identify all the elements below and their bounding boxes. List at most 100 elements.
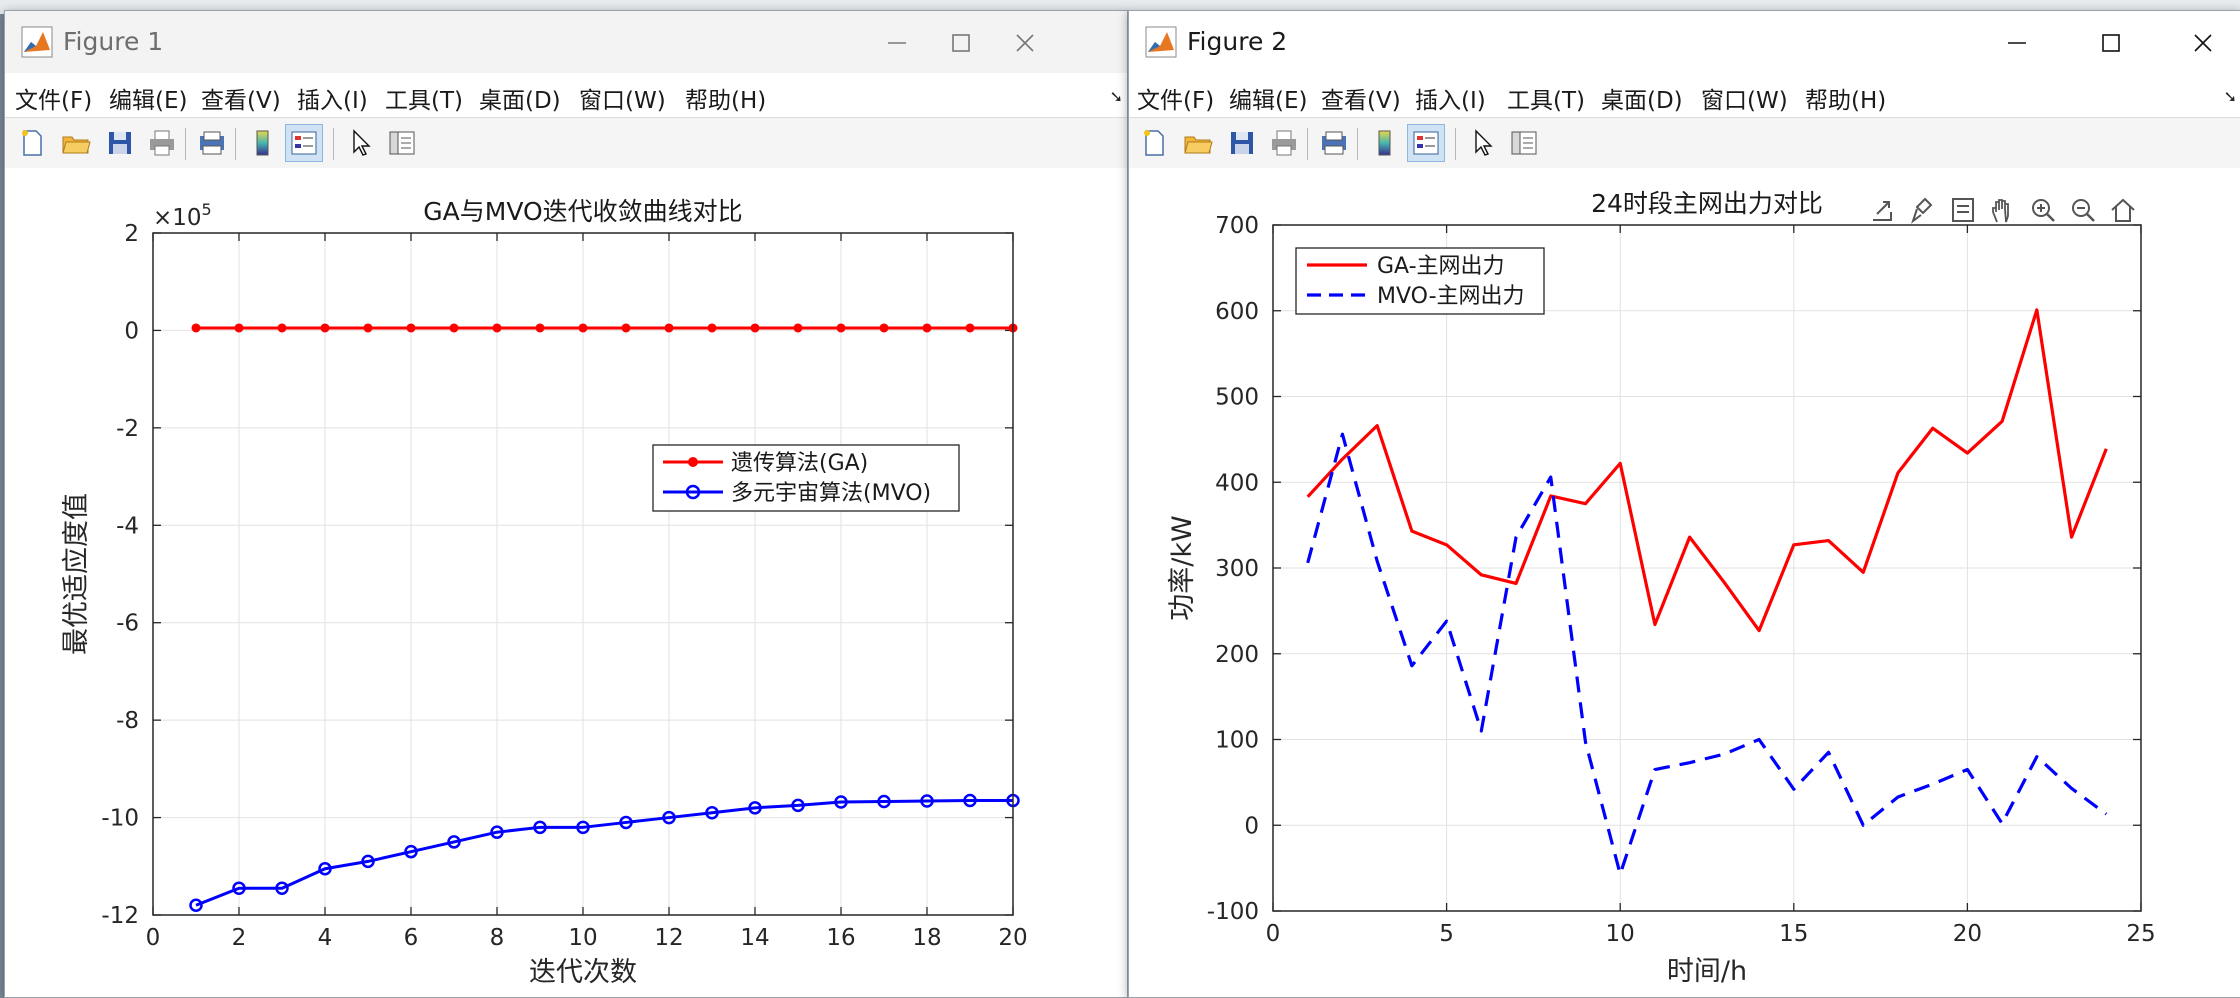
colorbar-icon[interactable] (243, 124, 281, 162)
menu-desktop[interactable]: 桌面(D) (1601, 88, 1683, 114)
data-point-series-1 (275, 881, 289, 895)
property-inspector-icon[interactable] (1505, 124, 1543, 162)
colorbar-icon[interactable] (1365, 124, 1403, 162)
y-axis-label: 功率/kW (1167, 515, 1198, 620)
zoom-in-icon[interactable] (2025, 192, 2061, 228)
data-point-series-1 (705, 805, 719, 820)
toolbar-separator (1455, 128, 1456, 160)
chart-title: GA与MVO迭代收敛曲线对比 (423, 197, 742, 226)
maximize-button[interactable] (2081, 21, 2141, 65)
print-icon[interactable] (1265, 124, 1303, 162)
save-icon[interactable] (101, 124, 139, 162)
print-preview-icon[interactable] (1315, 124, 1353, 162)
toolbar-separator (1357, 128, 1358, 160)
data-point-series-0 (234, 323, 244, 333)
figure1-plot-area[interactable]: 0 2 4 6 8 10 12 14 16 18 20 2 0 -2 -4 -6 -8 -10 -12 ×105 G… (5, 168, 1127, 997)
open-file-icon[interactable] (1179, 124, 1217, 162)
menu-file[interactable]: 文件(F) (1137, 88, 1215, 114)
data-point-series-0 (535, 323, 545, 333)
open-file-icon[interactable] (57, 124, 95, 162)
y-tick-label: -4 (116, 513, 139, 539)
x-tick-label: 6 (404, 925, 419, 951)
x-tick-label: 8 (490, 925, 505, 951)
maximize-button[interactable] (931, 21, 991, 65)
minimize-button[interactable] (867, 21, 927, 65)
matlab-icon (1145, 26, 1177, 58)
x-tick-label: 2 (232, 925, 247, 951)
export-icon[interactable] (1865, 192, 1901, 228)
menu-insert[interactable]: 插入(I) (297, 88, 368, 114)
data-point-series-0 (492, 323, 502, 333)
save-icon[interactable] (1223, 124, 1261, 162)
zoom-out-icon[interactable] (2065, 192, 2101, 228)
data-tips-icon[interactable] (1945, 192, 1981, 228)
pointer-icon[interactable] (341, 124, 379, 162)
new-figure-icon[interactable] (1135, 124, 1173, 162)
menu-tools[interactable]: 工具(T) (385, 88, 463, 114)
data-point-series-0 (965, 323, 975, 333)
data-point-series-0 (793, 323, 803, 333)
dock-arrow-icon[interactable]: ➘ (2223, 87, 2237, 106)
figure1-titlebar[interactable]: Figure 1 (5, 11, 1127, 73)
data-point-series-0 (707, 323, 717, 333)
x-tick-label: 15 (1779, 921, 1808, 947)
home-icon[interactable] (2105, 192, 2141, 228)
menu-edit[interactable]: 编辑(E) (109, 88, 188, 114)
menu-view[interactable]: 查看(V) (201, 88, 281, 114)
menu-file[interactable]: 文件(F) (15, 88, 93, 114)
menu-tools[interactable]: 工具(T) (1507, 88, 1585, 114)
x-axis-label: 迭代次数 (529, 957, 637, 988)
menu-view[interactable]: 查看(V) (1321, 88, 1401, 114)
pan-icon[interactable] (1985, 192, 2021, 228)
axes-box (152, 232, 1014, 916)
figure2-plot-area[interactable]: 0 5 10 15 20 25 700 600 500 400 300 200 100 0 -100 24时… (1129, 168, 2240, 997)
x-tick-label: 14 (740, 925, 769, 951)
chart-legend[interactable]: GA-主网出力 MVO-主网出力 (1295, 247, 1545, 315)
x-tick-label: 0 (146, 925, 161, 951)
legend-icon[interactable] (285, 124, 323, 162)
power-output-chart[interactable]: 0 5 10 15 20 25 700 600 500 400 300 200 100 0 -100 24时… (1129, 168, 2239, 996)
close-button[interactable] (995, 21, 1055, 65)
chart-legend[interactable]: 遗传算法(GA) 多元宇宙算法(MVO) (652, 444, 960, 512)
axes-toolbar (1865, 192, 2141, 228)
menu-help[interactable]: 帮助(H) (685, 88, 767, 114)
figure1-window[interactable]: Figure 1 文件(F) 编辑(E) 查看(V) 插入(I) 工具(T) 桌… (4, 10, 1128, 998)
print-icon[interactable] (143, 124, 181, 162)
close-button[interactable] (2173, 21, 2233, 65)
figure2-window[interactable]: Figure 2 文件(F) 编辑(E) 查看(V) 插入(I) 工具(T) 桌… (1128, 10, 2240, 998)
brush-icon[interactable] (1905, 192, 1941, 228)
property-inspector-icon[interactable] (383, 124, 421, 162)
data-point-series-1 (791, 798, 805, 813)
data-point-series-0 (449, 323, 459, 333)
pointer-icon[interactable] (1463, 124, 1501, 162)
menu-window[interactable]: 窗口(W) (1701, 88, 1788, 114)
series-line-1 (195, 799, 1013, 907)
legend-icon[interactable] (1407, 124, 1445, 162)
figure2-menubar: 文件(F) 编辑(E) 查看(V) 插入(I) 工具(T) 桌面(D) 窗口(W… (1129, 73, 2240, 117)
y-tick-label: -6 (116, 611, 139, 637)
x-tick-label: 10 (568, 925, 597, 951)
y-tick-label: 0 (124, 318, 139, 344)
menu-window[interactable]: 窗口(W) (579, 88, 666, 114)
new-figure-icon[interactable] (13, 124, 51, 162)
legend-entry-ga: 遗传算法(GA) (731, 451, 868, 476)
data-point-series-1 (361, 854, 375, 869)
data-point-series-1 (232, 881, 246, 895)
minimize-button[interactable] (1987, 21, 2047, 65)
menu-help[interactable]: 帮助(H) (1805, 88, 1887, 114)
print-preview-icon[interactable] (193, 124, 231, 162)
legend-entry-mvo: 多元宇宙算法(MVO) (731, 481, 931, 506)
data-point-series-0 (922, 323, 932, 333)
data-point-series-0 (277, 323, 287, 333)
menu-insert[interactable]: 插入(I) (1415, 88, 1486, 114)
figure2-titlebar[interactable]: Figure 2 (1129, 11, 2240, 73)
menu-desktop[interactable]: 桌面(D) (479, 88, 561, 114)
y-tick-label: 300 (1215, 556, 1259, 582)
dock-arrow-icon[interactable]: ➘ (1109, 87, 1123, 106)
x-axis-label: 时间/h (1667, 956, 1747, 987)
y-tick-label: 700 (1215, 213, 1259, 239)
data-point-series-0 (363, 323, 373, 333)
menu-edit[interactable]: 编辑(E) (1229, 88, 1308, 114)
data-point-series-1 (318, 861, 332, 876)
